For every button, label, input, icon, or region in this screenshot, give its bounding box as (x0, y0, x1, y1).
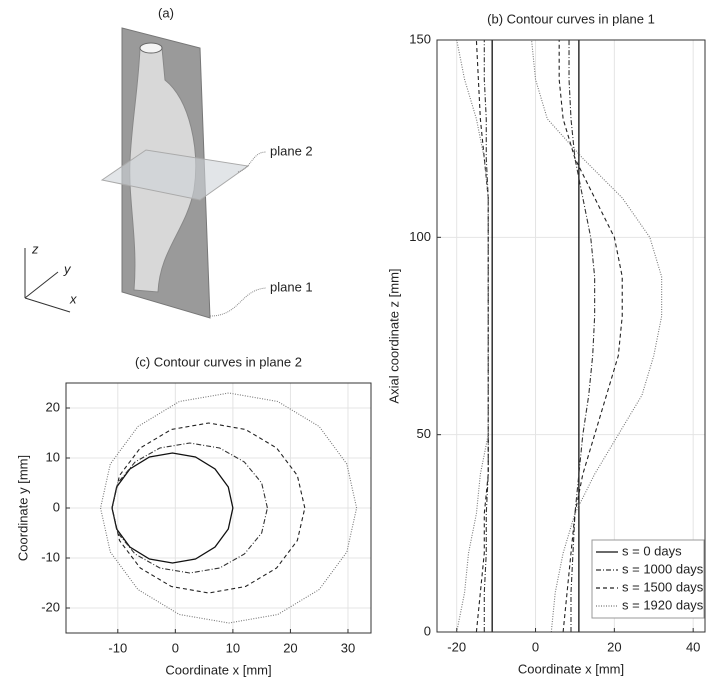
illustration: (a) plane 2 plane 1 z y x (24, 5, 313, 319)
y-tick-label: 100 (409, 229, 431, 244)
contour-curve (99, 392, 358, 624)
x-tick-label: -10 (108, 640, 127, 655)
plot-frame (436, 39, 706, 633)
x-tick-label: 30 (341, 640, 355, 655)
chart-title: (b) Contour curves in plane 1 (487, 11, 655, 26)
legend-label: s = 1500 days (622, 579, 704, 594)
y-axis-label: Coordinate y [mm] (15, 455, 30, 561)
y-tick-label: 0 (53, 499, 60, 514)
y-tick-label: 0 (424, 623, 431, 638)
legend-label: s = 1920 days (622, 597, 704, 612)
contour-curve (111, 422, 306, 594)
contour-curve (558, 40, 623, 633)
y-tick-label: 150 (409, 31, 431, 46)
legend-label: s = 0 days (622, 543, 682, 558)
x-tick-label: 40 (686, 639, 700, 654)
x-tick-label: -20 (447, 639, 466, 654)
x-tick-label: 10 (226, 640, 240, 655)
contour-curve (531, 39, 663, 633)
plane-label: plane 2 (270, 143, 313, 158)
y-tick-label: -20 (41, 599, 60, 614)
y-axis-label: Axial coordinate z [mm] (386, 268, 401, 403)
y-tick-label: -10 (41, 549, 60, 564)
leader-line (209, 287, 267, 317)
x-axis-label: Coordinate x [mm] (518, 661, 624, 676)
chart-title: (c) Contour curves in plane 2 (135, 354, 302, 369)
contour-curve (568, 40, 596, 632)
x-tick-label: 20 (283, 640, 297, 655)
x-tick-label: 0 (532, 639, 539, 654)
legend-box (591, 539, 705, 619)
y-tick-label: 20 (46, 399, 60, 414)
plane-label: plane 1 (270, 279, 313, 294)
axis-letter: z (31, 241, 39, 256)
vessel-opening (139, 42, 163, 54)
legend-label: s = 1000 days (622, 561, 704, 576)
contour-curve (483, 40, 489, 632)
axes-triad (24, 248, 71, 313)
plot-frame (65, 382, 372, 634)
x-tick-label: 0 (172, 640, 179, 655)
x-axis-label: Coordinate x [mm] (165, 662, 271, 677)
y-tick-label: 50 (417, 426, 431, 441)
leader-line (237, 151, 267, 173)
plane-2-shape (100, 149, 250, 201)
x-tick-label: 20 (607, 639, 621, 654)
contour-curve (475, 39, 489, 633)
panel-label: (a) (158, 5, 174, 20)
contour-curve (456, 39, 489, 633)
axis-letter: x (69, 291, 77, 306)
axis-letter: y (63, 261, 72, 276)
y-tick-label: 10 (46, 449, 60, 464)
